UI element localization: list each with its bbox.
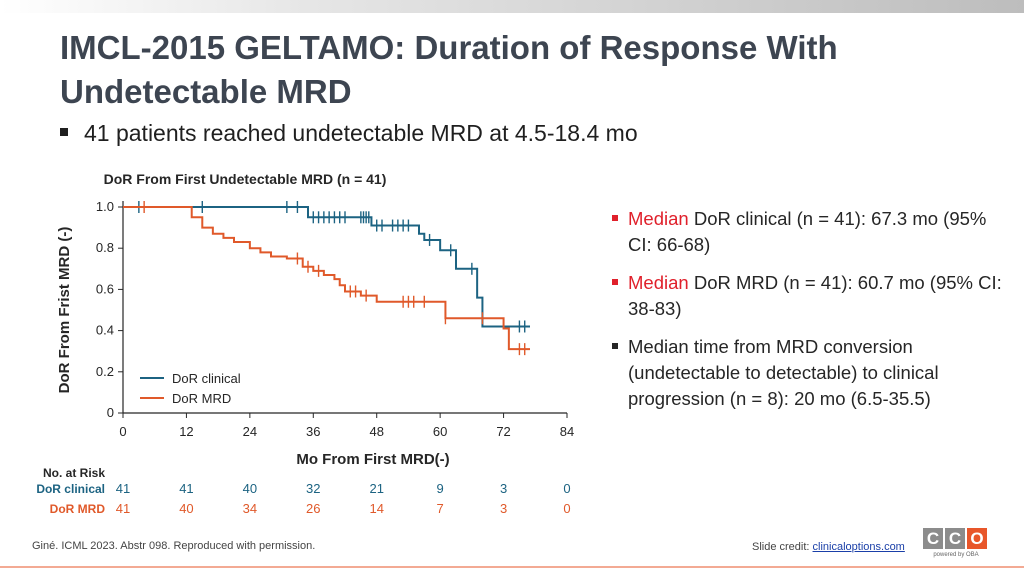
risk-count: 7 bbox=[437, 501, 444, 516]
risk-row-label: DoR clinical bbox=[36, 482, 105, 496]
bullet-item: Median time from MRD conversion (undetec… bbox=[612, 334, 1012, 412]
bullet-text: DoR clinical (n = 41): 67.3 mo (95% CI: … bbox=[628, 208, 987, 255]
x-tick-label: 72 bbox=[496, 424, 510, 439]
risk-count: 41 bbox=[116, 501, 130, 516]
top-gradient-bar bbox=[0, 0, 1024, 13]
risk-count: 41 bbox=[179, 481, 193, 496]
risk-table-heading: No. at Risk bbox=[43, 466, 105, 480]
y-axis-label: DoR From Frist MRD (-) bbox=[56, 227, 73, 394]
legend-label: DoR MRD bbox=[172, 391, 231, 406]
x-tick-label: 84 bbox=[560, 424, 574, 439]
risk-count: 3 bbox=[500, 501, 507, 516]
bullet-highlight: Median bbox=[628, 272, 689, 293]
risk-row-label: DoR MRD bbox=[50, 502, 106, 516]
slide-credit: Slide credit: clinicaloptions.com bbox=[752, 541, 905, 553]
square-bullet-icon bbox=[60, 127, 68, 136]
logo-letter: C bbox=[923, 528, 943, 549]
risk-count: 34 bbox=[243, 501, 257, 516]
y-tick-label: 0.4 bbox=[96, 323, 114, 338]
red-square-bullet-icon bbox=[612, 215, 618, 221]
bullet-text: DoR MRD (n = 41): 60.7 mo (95% CI: 38-83… bbox=[628, 272, 1002, 319]
y-tick-label: 0.8 bbox=[96, 240, 114, 255]
risk-count: 32 bbox=[306, 481, 320, 496]
bullet-highlight: Median bbox=[628, 208, 689, 229]
logo-tagline: powered by OBA bbox=[933, 552, 979, 558]
x-tick-label: 48 bbox=[369, 424, 383, 439]
risk-count: 0 bbox=[563, 501, 570, 516]
summary-bullets: Median DoR clinical (n = 41): 67.3 mo (9… bbox=[612, 206, 1012, 424]
x-tick-label: 60 bbox=[433, 424, 447, 439]
lead-bullet: 41 patients reached undetectable MRD at … bbox=[60, 118, 638, 148]
risk-count: 14 bbox=[369, 501, 383, 516]
chart-title: DoR From First Undetectable MRD (n = 41) bbox=[104, 171, 387, 187]
y-tick-label: 0.2 bbox=[96, 364, 114, 379]
bullet-item: Median DoR MRD (n = 41): 60.7 mo (95% CI… bbox=[612, 270, 1012, 322]
x-tick-label: 0 bbox=[119, 424, 126, 439]
risk-count: 0 bbox=[563, 481, 570, 496]
risk-count: 9 bbox=[437, 481, 444, 496]
risk-count: 21 bbox=[369, 481, 383, 496]
cco-logo: C C O powered by OBA bbox=[923, 528, 989, 568]
x-axis-label: Mo From First MRD(-) bbox=[296, 451, 449, 468]
risk-count: 40 bbox=[179, 501, 193, 516]
bullet-text: Median time from MRD conversion (undetec… bbox=[628, 336, 939, 409]
x-tick-label: 12 bbox=[179, 424, 193, 439]
km-curve-clinical bbox=[123, 206, 530, 328]
logo-letter: O bbox=[967, 528, 987, 549]
legend-label: DoR clinical bbox=[172, 371, 241, 386]
slide-credit-label: Slide credit: bbox=[752, 541, 813, 553]
risk-count: 26 bbox=[306, 501, 320, 516]
clinicaloptions-link[interactable]: clinicaloptions.com bbox=[812, 541, 905, 553]
risk-count: 3 bbox=[500, 481, 507, 496]
y-tick-label: 1.0 bbox=[96, 199, 114, 214]
x-tick-label: 36 bbox=[306, 424, 320, 439]
lead-text: 41 patients reached undetectable MRD at … bbox=[84, 120, 638, 146]
bullet-item: Median DoR clinical (n = 41): 67.3 mo (9… bbox=[612, 206, 1012, 258]
y-tick-label: 0 bbox=[107, 405, 114, 420]
square-bullet-icon bbox=[612, 343, 618, 349]
km-curve-mrd bbox=[123, 206, 530, 351]
risk-count: 40 bbox=[243, 481, 257, 496]
risk-count: 41 bbox=[116, 481, 130, 496]
bottom-accent-line bbox=[0, 566, 1024, 568]
logo-letter: C bbox=[945, 528, 965, 549]
x-tick-label: 24 bbox=[243, 424, 257, 439]
red-square-bullet-icon bbox=[612, 279, 618, 285]
page-title: IMCL-2015 GELTAMO: Duration of Response … bbox=[60, 29, 838, 110]
y-tick-label: 0.6 bbox=[96, 281, 114, 296]
citation-footer: Giné. ICML 2023. Abstr 098. Reproduced w… bbox=[32, 540, 316, 552]
